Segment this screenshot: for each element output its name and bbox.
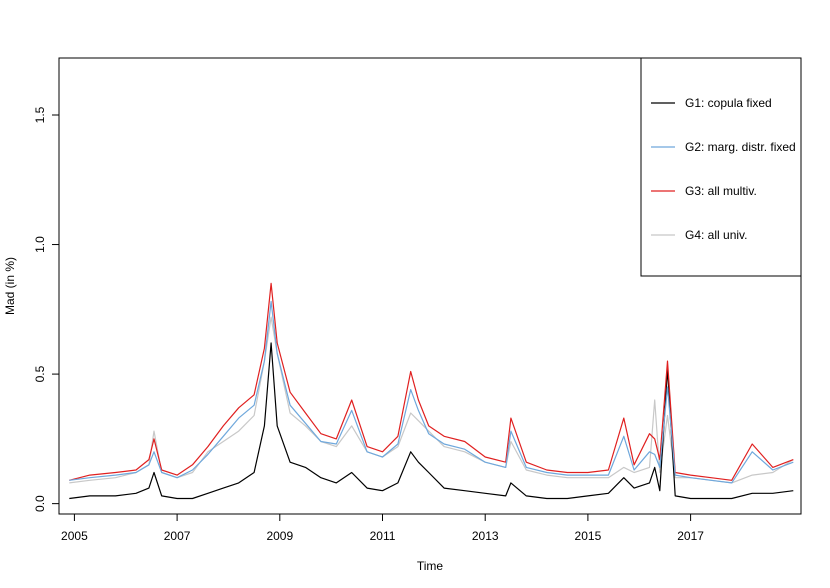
- y-axis: 0.0 0.5 1.0 1.5: [33, 106, 60, 512]
- legend: G1: copula fixed G2: marg. distr. fixed G3…: [640, 57, 802, 277]
- legend-box: [640, 57, 802, 277]
- x-tick-label: 2015: [575, 529, 602, 543]
- x-tick-label: 2009: [266, 529, 293, 543]
- x-tick-label: 2005: [61, 529, 88, 543]
- y-axis-label: Mad (in %): [3, 257, 17, 315]
- legend-label: G4: all univ.: [685, 228, 747, 242]
- legend-label: G3: all multiv.: [685, 184, 757, 198]
- series-line-3: [69, 282, 794, 481]
- legend-label: G2: marg. distr. fixed: [685, 140, 796, 154]
- legend-label: G1: copula fixed: [685, 96, 772, 110]
- series-line-2: [69, 342, 794, 500]
- plot-lines: [69, 282, 794, 500]
- x-tick-label: 2017: [677, 529, 704, 543]
- y-tick-label: 0.5: [33, 365, 47, 382]
- y-tick-label: 0.0: [33, 495, 47, 512]
- x-tick-label: 2011: [370, 529, 396, 543]
- x-axis-label: Time: [417, 559, 444, 573]
- x-tick-label: 2007: [164, 529, 191, 543]
- y-tick-label: 1.0: [33, 236, 47, 253]
- series-line-1: [69, 316, 794, 484]
- x-tick-label: 2013: [472, 529, 499, 543]
- x-axis: 2005 2007 2009 2011 2013 2015 2017: [61, 513, 704, 543]
- series-line-4: [69, 300, 794, 484]
- y-tick-label: 1.5: [33, 106, 47, 123]
